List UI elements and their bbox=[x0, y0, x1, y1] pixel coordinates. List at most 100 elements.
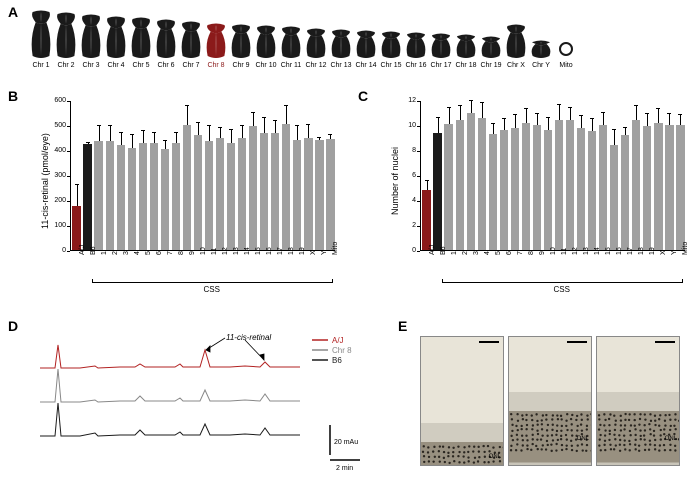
chromatogram-panel: 11-cis-retinal A/JChr 8B6 20 mAu 2 min bbox=[30, 330, 370, 490]
panel-label-c: C bbox=[358, 88, 368, 104]
css-group-label: CSS bbox=[554, 285, 570, 294]
bar bbox=[172, 143, 180, 251]
svg-text:A/J: A/J bbox=[332, 336, 344, 345]
chromosome-label: Chr 1 bbox=[32, 62, 49, 69]
chromosome-chr9: Chr 9 bbox=[230, 24, 252, 69]
chromosome-label: Chr 8 bbox=[207, 62, 224, 69]
x-tick-label: 12 bbox=[572, 247, 579, 255]
svg-text:11-cis-retinal: 11-cis-retinal bbox=[226, 333, 271, 342]
bar bbox=[555, 120, 563, 250]
x-tick-label: B6 bbox=[90, 246, 97, 255]
x-tick-label: 11 bbox=[211, 248, 218, 255]
svg-text:B6: B6 bbox=[332, 356, 342, 365]
panel-label-a: A bbox=[8, 4, 18, 20]
chromosome-chr4: Chr 4 bbox=[105, 16, 127, 69]
chromosome-chr19: Chr 19 bbox=[480, 36, 502, 69]
x-tick-label: X bbox=[310, 250, 317, 255]
x-tick-label: 10 bbox=[550, 247, 557, 255]
chromosome-chr15: Chr 15 bbox=[380, 31, 402, 69]
svg-text:20 mAu: 20 mAu bbox=[334, 439, 358, 446]
x-tick-label: 11 bbox=[561, 248, 568, 255]
x-tick-label: 17 bbox=[277, 247, 284, 255]
panel-label-d: D bbox=[8, 318, 18, 334]
bar bbox=[588, 131, 596, 250]
chromosome-chr11: Chr 11 bbox=[280, 26, 302, 69]
x-tick-label: X bbox=[660, 250, 667, 255]
bar bbox=[544, 130, 552, 250]
bar bbox=[139, 143, 147, 251]
x-tick-label: Y bbox=[321, 250, 328, 255]
bar bbox=[260, 133, 268, 251]
x-tick-label: 18 bbox=[288, 247, 295, 255]
chromosome-label: Mito bbox=[559, 62, 572, 69]
x-tick-label: 3 bbox=[473, 251, 480, 255]
bar bbox=[282, 124, 290, 250]
svg-text:2 min: 2 min bbox=[336, 465, 353, 472]
chromosome-label: Chr X bbox=[507, 62, 525, 69]
svg-text:Chr 8: Chr 8 bbox=[332, 346, 352, 355]
chromosome-label: Chr 17 bbox=[430, 62, 451, 69]
x-tick-label: 16 bbox=[616, 247, 623, 255]
chromosome-chr7: Chr 7 bbox=[180, 21, 202, 69]
bar bbox=[227, 143, 235, 251]
bar bbox=[654, 123, 662, 251]
x-tick-label: A/J bbox=[429, 245, 436, 255]
chromosome-chr12: Chr 12 bbox=[305, 28, 327, 69]
bar bbox=[422, 190, 430, 250]
chromosome-label: Chr 19 bbox=[480, 62, 501, 69]
bar bbox=[467, 113, 475, 251]
bar bbox=[522, 123, 530, 251]
chromosome-label: Chr 7 bbox=[182, 62, 199, 69]
x-tick-label: 5 bbox=[145, 251, 152, 255]
bar bbox=[500, 130, 508, 250]
chromosome-label: Chr 16 bbox=[405, 62, 426, 69]
bar bbox=[610, 145, 618, 250]
bar bbox=[106, 141, 114, 250]
x-tick-label: A/J bbox=[79, 245, 86, 255]
x-tick-label: 15 bbox=[605, 247, 612, 255]
x-tick-label: 8 bbox=[528, 251, 535, 255]
chromosome-label: Chr 3 bbox=[82, 62, 99, 69]
chromosome-label: Chr 15 bbox=[380, 62, 401, 69]
y-axis-label: 11-cis-retinal (pmol/eye) bbox=[40, 106, 50, 256]
x-tick-label: 13 bbox=[583, 247, 590, 255]
chromosome-chr3: Chr 3 bbox=[80, 14, 102, 69]
bar bbox=[83, 144, 91, 250]
x-tick-label: 3 bbox=[123, 251, 130, 255]
chromosome-label: Chr 11 bbox=[281, 62, 302, 69]
chromosome-label: Chr 12 bbox=[305, 62, 326, 69]
ytick-label: 12 bbox=[390, 97, 416, 104]
x-tick-label: Mito bbox=[332, 242, 339, 255]
chromosome-label: Chr 6 bbox=[157, 62, 174, 69]
chromosome-chr14: Chr 14 bbox=[355, 30, 377, 69]
histology-panel: ONLA/JONLChr 8ONLB6 bbox=[420, 336, 680, 466]
chart-nuclei-count: 024681012Number of nucleiA/JB61234567891… bbox=[390, 96, 690, 296]
bar bbox=[665, 125, 673, 250]
bar bbox=[444, 124, 452, 250]
x-tick-label: 19 bbox=[299, 247, 306, 255]
x-tick-label: B6 bbox=[440, 246, 447, 255]
bar bbox=[94, 141, 102, 250]
chromosome-chr10: Chr 10 bbox=[255, 25, 277, 69]
bar bbox=[511, 128, 519, 251]
chart-11cis-retinal: 010020030040050060011-cis-retinal (pmol/… bbox=[40, 96, 340, 296]
bar bbox=[489, 134, 497, 250]
bar bbox=[599, 125, 607, 250]
chromosome-label: Chr Y bbox=[532, 62, 550, 69]
bar bbox=[205, 141, 213, 250]
x-tick-label: 2 bbox=[112, 251, 119, 255]
chromosome-label: Chr 5 bbox=[132, 62, 149, 69]
chromosome-label: Chr 13 bbox=[330, 62, 351, 69]
histology-image-a/j: ONLA/J bbox=[420, 336, 504, 466]
onl-label: ONL bbox=[489, 454, 501, 460]
x-tick-label: 9 bbox=[539, 251, 546, 255]
histology-image-chr8: ONLChr 8 bbox=[508, 336, 592, 466]
x-tick-label: 6 bbox=[156, 251, 163, 255]
bar bbox=[238, 138, 246, 251]
css-group-label: CSS bbox=[204, 285, 220, 294]
ytick-label: 600 bbox=[40, 97, 66, 104]
chromosome-label: Chr 14 bbox=[355, 62, 376, 69]
x-tick-label: 16 bbox=[266, 247, 273, 255]
x-tick-label: 6 bbox=[506, 251, 513, 255]
x-tick-label: 7 bbox=[167, 251, 174, 255]
